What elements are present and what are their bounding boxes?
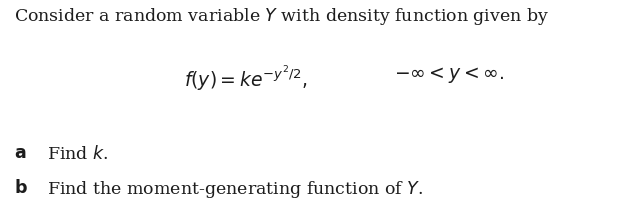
Text: $\mathbf{b}$: $\mathbf{b}$ — [14, 179, 27, 197]
Text: $\mathbf{c}$: $\mathbf{c}$ — [14, 214, 25, 216]
Text: $f(y) = ke^{-y^2/2},$: $f(y) = ke^{-y^2/2},$ — [184, 65, 307, 93]
Text: $-\infty < y < \infty.$: $-\infty < y < \infty.$ — [394, 65, 504, 85]
Text: Find the moment-generating function of $Y$.: Find the moment-generating function of $… — [47, 179, 423, 200]
Text: Find $E(Y)$ and $V(Y)$.: Find $E(Y)$ and $V(Y)$. — [47, 214, 213, 216]
Text: Consider a random variable $Y$ with density function given by: Consider a random variable $Y$ with dens… — [14, 6, 549, 27]
Text: $\mathbf{a}$: $\mathbf{a}$ — [14, 145, 26, 162]
Text: Find $k$.: Find $k$. — [47, 145, 108, 163]
